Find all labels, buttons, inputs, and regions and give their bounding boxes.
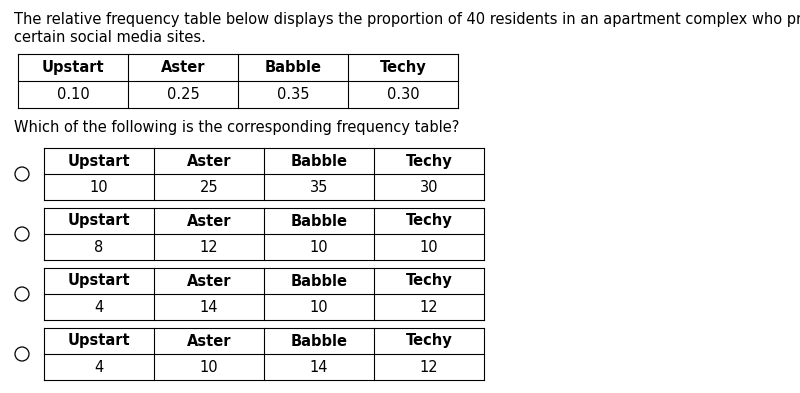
Text: Babble: Babble	[290, 154, 347, 169]
Text: Upstart: Upstart	[68, 274, 130, 288]
Text: 10: 10	[420, 239, 438, 255]
Text: 14: 14	[200, 299, 218, 314]
Text: certain social media sites.: certain social media sites.	[14, 30, 206, 45]
Text: Techy: Techy	[380, 60, 426, 75]
Text: 10: 10	[310, 239, 328, 255]
Text: Aster: Aster	[186, 213, 231, 228]
Text: 10: 10	[90, 180, 108, 195]
Text: 35: 35	[310, 180, 328, 195]
Text: Upstart: Upstart	[42, 60, 104, 75]
Text: Upstart: Upstart	[68, 213, 130, 228]
Text: 12: 12	[420, 299, 438, 314]
Text: Techy: Techy	[406, 213, 452, 228]
Text: Aster: Aster	[186, 334, 231, 349]
Text: Aster: Aster	[186, 154, 231, 169]
Text: Aster: Aster	[161, 60, 206, 75]
Text: 10: 10	[310, 299, 328, 314]
Text: Techy: Techy	[406, 154, 452, 169]
Text: Babble: Babble	[290, 213, 347, 228]
Text: 4: 4	[94, 299, 104, 314]
Text: 14: 14	[310, 360, 328, 375]
Text: 0.10: 0.10	[57, 87, 90, 102]
Text: 8: 8	[94, 239, 104, 255]
Text: 12: 12	[420, 360, 438, 375]
Text: 10: 10	[200, 360, 218, 375]
Text: 4: 4	[94, 360, 104, 375]
Text: Aster: Aster	[186, 274, 231, 288]
Text: Upstart: Upstart	[68, 334, 130, 349]
Text: 25: 25	[200, 180, 218, 195]
Text: Babble: Babble	[265, 60, 322, 75]
Text: The relative frequency table below displays the proportion of 40 residents in an: The relative frequency table below displ…	[14, 12, 800, 27]
Text: 0.25: 0.25	[166, 87, 199, 102]
Text: Babble: Babble	[290, 274, 347, 288]
Text: Techy: Techy	[406, 274, 452, 288]
Text: 12: 12	[200, 239, 218, 255]
Text: 0.30: 0.30	[386, 87, 419, 102]
Text: Which of the following is the corresponding frequency table?: Which of the following is the correspond…	[14, 120, 459, 135]
Text: Babble: Babble	[290, 334, 347, 349]
Text: Techy: Techy	[406, 334, 452, 349]
Text: 0.35: 0.35	[277, 87, 310, 102]
Text: 30: 30	[420, 180, 438, 195]
Text: Upstart: Upstart	[68, 154, 130, 169]
